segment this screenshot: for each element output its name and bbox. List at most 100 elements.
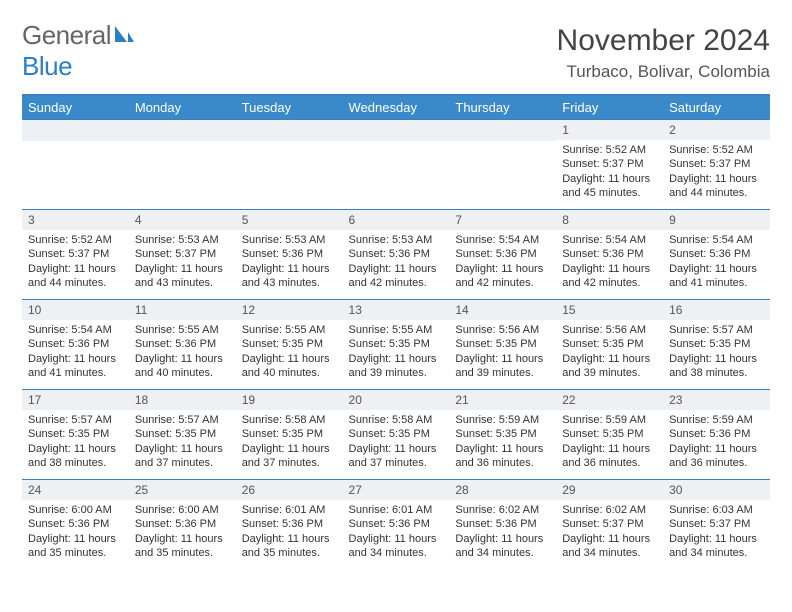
calendar-day-cell: 11Sunrise: 5:55 AMSunset: 5:36 PMDayligh… — [129, 300, 236, 390]
empty-day-bar — [129, 120, 236, 141]
day-number: 19 — [236, 390, 343, 410]
day-number: 9 — [663, 210, 770, 230]
day-details: Sunrise: 5:54 AMSunset: 5:36 PMDaylight:… — [449, 230, 556, 295]
day-number: 13 — [343, 300, 450, 320]
day-number: 6 — [343, 210, 450, 230]
calendar-day-cell: 26Sunrise: 6:01 AMSunset: 5:36 PMDayligh… — [236, 480, 343, 570]
calendar-empty-cell — [449, 120, 556, 210]
sunset-line: Sunset: 5:37 PM — [669, 157, 764, 171]
day-number: 7 — [449, 210, 556, 230]
sunrise-line: Sunrise: 6:01 AM — [242, 503, 337, 517]
sunrise-line: Sunrise: 5:55 AM — [349, 323, 444, 337]
calendar-day-cell: 30Sunrise: 6:03 AMSunset: 5:37 PMDayligh… — [663, 480, 770, 570]
daylight-line: Daylight: 11 hours and 36 minutes. — [669, 442, 764, 471]
calendar-day-cell: 4Sunrise: 5:53 AMSunset: 5:37 PMDaylight… — [129, 210, 236, 300]
sunrise-line: Sunrise: 5:58 AM — [349, 413, 444, 427]
sunset-line: Sunset: 5:36 PM — [349, 517, 444, 531]
sunset-line: Sunset: 5:36 PM — [242, 517, 337, 531]
calendar-week-row: 1Sunrise: 5:52 AMSunset: 5:37 PMDaylight… — [22, 120, 770, 210]
calendar-day-cell: 13Sunrise: 5:55 AMSunset: 5:35 PMDayligh… — [343, 300, 450, 390]
sunrise-line: Sunrise: 6:03 AM — [669, 503, 764, 517]
logo: General Blue — [22, 20, 135, 82]
day-details: Sunrise: 5:55 AMSunset: 5:35 PMDaylight:… — [236, 320, 343, 385]
day-details: Sunrise: 5:59 AMSunset: 5:35 PMDaylight:… — [556, 410, 663, 475]
day-number: 22 — [556, 390, 663, 410]
day-details: Sunrise: 5:52 AMSunset: 5:37 PMDaylight:… — [22, 230, 129, 295]
sunrise-line: Sunrise: 5:58 AM — [242, 413, 337, 427]
day-details: Sunrise: 5:54 AMSunset: 5:36 PMDaylight:… — [663, 230, 770, 295]
calendar-day-cell: 14Sunrise: 5:56 AMSunset: 5:35 PMDayligh… — [449, 300, 556, 390]
day-number: 14 — [449, 300, 556, 320]
daylight-line: Daylight: 11 hours and 36 minutes. — [455, 442, 550, 471]
day-details: Sunrise: 6:03 AMSunset: 5:37 PMDaylight:… — [663, 500, 770, 565]
day-number: 28 — [449, 480, 556, 500]
daylight-line: Daylight: 11 hours and 43 minutes. — [135, 262, 230, 291]
calendar-week-row: 17Sunrise: 5:57 AMSunset: 5:35 PMDayligh… — [22, 390, 770, 480]
calendar-empty-cell — [236, 120, 343, 210]
day-number: 21 — [449, 390, 556, 410]
day-number: 5 — [236, 210, 343, 230]
daylight-line: Daylight: 11 hours and 34 minutes. — [669, 532, 764, 561]
calendar-day-cell: 15Sunrise: 5:56 AMSunset: 5:35 PMDayligh… — [556, 300, 663, 390]
day-details: Sunrise: 5:59 AMSunset: 5:36 PMDaylight:… — [663, 410, 770, 475]
calendar-day-cell: 21Sunrise: 5:59 AMSunset: 5:35 PMDayligh… — [449, 390, 556, 480]
day-number: 18 — [129, 390, 236, 410]
sunset-line: Sunset: 5:37 PM — [28, 247, 123, 261]
calendar-day-cell: 25Sunrise: 6:00 AMSunset: 5:36 PMDayligh… — [129, 480, 236, 570]
calendar-body: 1Sunrise: 5:52 AMSunset: 5:37 PMDaylight… — [22, 120, 770, 570]
sunrise-line: Sunrise: 5:53 AM — [349, 233, 444, 247]
day-number: 29 — [556, 480, 663, 500]
day-details: Sunrise: 6:02 AMSunset: 5:37 PMDaylight:… — [556, 500, 663, 565]
day-details: Sunrise: 5:55 AMSunset: 5:36 PMDaylight:… — [129, 320, 236, 385]
empty-day-bar — [343, 120, 450, 141]
day-number: 25 — [129, 480, 236, 500]
day-number: 1 — [556, 120, 663, 140]
title-block: November 2024 Turbaco, Bolivar, Colombia — [557, 24, 770, 82]
day-number: 16 — [663, 300, 770, 320]
sunrise-line: Sunrise: 6:00 AM — [135, 503, 230, 517]
day-details: Sunrise: 5:55 AMSunset: 5:35 PMDaylight:… — [343, 320, 450, 385]
sunset-line: Sunset: 5:37 PM — [562, 157, 657, 171]
daylight-line: Daylight: 11 hours and 40 minutes. — [242, 352, 337, 381]
sail-icon — [113, 24, 135, 49]
sunset-line: Sunset: 5:36 PM — [28, 337, 123, 351]
weekday-header: Wednesday — [343, 95, 450, 120]
sunset-line: Sunset: 5:35 PM — [562, 337, 657, 351]
day-details: Sunrise: 5:53 AMSunset: 5:37 PMDaylight:… — [129, 230, 236, 295]
day-details: Sunrise: 5:52 AMSunset: 5:37 PMDaylight:… — [663, 140, 770, 205]
sunrise-line: Sunrise: 5:56 AM — [562, 323, 657, 337]
sunrise-line: Sunrise: 5:54 AM — [562, 233, 657, 247]
sunrise-line: Sunrise: 5:52 AM — [562, 143, 657, 157]
calendar-day-cell: 18Sunrise: 5:57 AMSunset: 5:35 PMDayligh… — [129, 390, 236, 480]
daylight-line: Daylight: 11 hours and 44 minutes. — [669, 172, 764, 201]
daylight-line: Daylight: 11 hours and 35 minutes. — [135, 532, 230, 561]
day-details: Sunrise: 5:54 AMSunset: 5:36 PMDaylight:… — [556, 230, 663, 295]
sunset-line: Sunset: 5:35 PM — [349, 337, 444, 351]
sunset-line: Sunset: 5:35 PM — [669, 337, 764, 351]
sunset-line: Sunset: 5:35 PM — [455, 337, 550, 351]
day-number: 24 — [22, 480, 129, 500]
calendar-day-cell: 7Sunrise: 5:54 AMSunset: 5:36 PMDaylight… — [449, 210, 556, 300]
day-details: Sunrise: 5:58 AMSunset: 5:35 PMDaylight:… — [236, 410, 343, 475]
day-details: Sunrise: 5:54 AMSunset: 5:36 PMDaylight:… — [22, 320, 129, 385]
day-details: Sunrise: 5:57 AMSunset: 5:35 PMDaylight:… — [129, 410, 236, 475]
daylight-line: Daylight: 11 hours and 42 minutes. — [349, 262, 444, 291]
daylight-line: Daylight: 11 hours and 34 minutes. — [455, 532, 550, 561]
daylight-line: Daylight: 11 hours and 39 minutes. — [562, 352, 657, 381]
sunrise-line: Sunrise: 5:55 AM — [135, 323, 230, 337]
daylight-line: Daylight: 11 hours and 39 minutes. — [349, 352, 444, 381]
daylight-line: Daylight: 11 hours and 41 minutes. — [669, 262, 764, 291]
sunrise-line: Sunrise: 5:52 AM — [28, 233, 123, 247]
empty-day-bar — [22, 120, 129, 141]
sunset-line: Sunset: 5:35 PM — [562, 427, 657, 441]
day-number: 12 — [236, 300, 343, 320]
weekday-header: Tuesday — [236, 95, 343, 120]
calendar-day-cell: 9Sunrise: 5:54 AMSunset: 5:36 PMDaylight… — [663, 210, 770, 300]
daylight-line: Daylight: 11 hours and 37 minutes. — [135, 442, 230, 471]
weekday-header: Saturday — [663, 95, 770, 120]
sunrise-line: Sunrise: 6:02 AM — [455, 503, 550, 517]
sunset-line: Sunset: 5:35 PM — [455, 427, 550, 441]
daylight-line: Daylight: 11 hours and 39 minutes. — [455, 352, 550, 381]
day-details: Sunrise: 5:59 AMSunset: 5:35 PMDaylight:… — [449, 410, 556, 475]
day-details: Sunrise: 6:00 AMSunset: 5:36 PMDaylight:… — [22, 500, 129, 565]
